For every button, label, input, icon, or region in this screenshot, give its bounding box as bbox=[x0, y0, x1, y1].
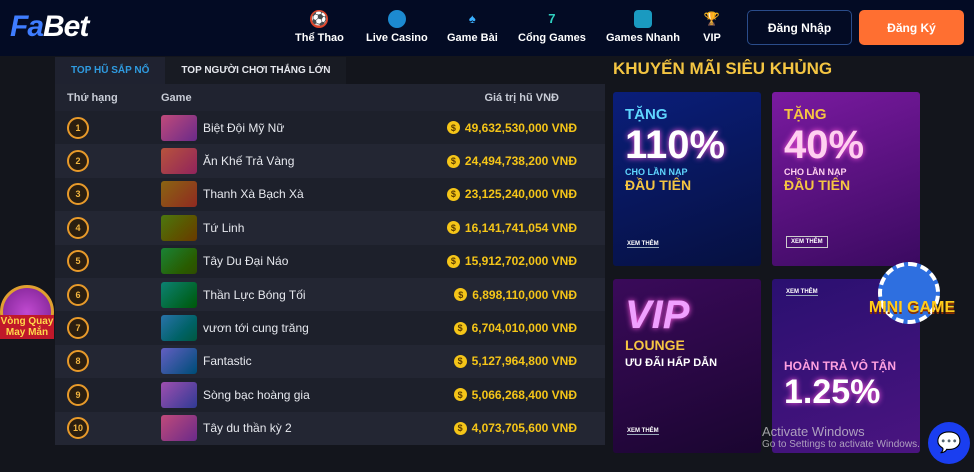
table-row[interactable]: 7 vươn tới cung trăng $6,704,010,000 VNĐ bbox=[55, 311, 605, 345]
jackpot-value: 5,066,268,400 VNĐ bbox=[471, 387, 577, 402]
nav-cong-games[interactable]: 7 Cổng Games bbox=[518, 11, 586, 44]
table-header: Thứ hạng Game Giá trị hũ VNĐ bbox=[55, 84, 605, 111]
rank-badge: 8 bbox=[67, 350, 89, 373]
jackpot-value: 15,912,702,000 VNĐ bbox=[464, 254, 577, 269]
coin-icon: $ bbox=[453, 388, 467, 402]
soccer-ball-icon: ⚽ bbox=[310, 10, 329, 28]
game-name[interactable]: Tây du thần kỳ 2 bbox=[203, 421, 292, 436]
game-thumbnail[interactable] bbox=[161, 248, 197, 275]
game-thumbnail[interactable] bbox=[161, 415, 197, 442]
tab-top-nguoi-choi[interactable]: TOP NGƯỜI CHƠI THẮNG LỚN bbox=[165, 57, 347, 84]
rank-badge: 9 bbox=[67, 383, 89, 406]
coin-icon: $ bbox=[453, 354, 467, 368]
game-thumbnail[interactable] bbox=[161, 148, 197, 175]
table-row[interactable]: 2 Ăn Khế Trả Vàng $24,494,738,200 VNĐ bbox=[55, 144, 605, 178]
game-thumbnail[interactable] bbox=[161, 381, 197, 408]
minigame-widget[interactable]: MINI GAME bbox=[868, 262, 956, 340]
jackpot-value: 6,898,110,000 VNĐ bbox=[472, 287, 577, 302]
game-name[interactable]: Sòng bạc hoàng gia bbox=[203, 387, 310, 402]
promo-title: KHUYẾN MÃI SIÊU KHỦNG bbox=[613, 59, 833, 78]
game-name[interactable]: Fantastic bbox=[203, 354, 252, 369]
game-name[interactable]: Thanh Xà Bạch Xà bbox=[203, 187, 304, 202]
fabet-logo[interactable]: FaBet bbox=[10, 10, 89, 43]
lucky-wheel-widget[interactable]: Vòng Quay May Mắn bbox=[0, 285, 54, 353]
table-row[interactable]: 6 Thần Lực Bóng Tối $6,898,110,000 VNĐ bbox=[55, 277, 605, 312]
jackpot-value: 24,494,738,200 VNĐ bbox=[464, 154, 577, 169]
game-name[interactable]: Biệt Đội Mỹ Nữ bbox=[203, 120, 285, 135]
promo-card-vip[interactable]: VIP LOUNGE ƯU ĐÃI HẤP DẪN XEM THÊM bbox=[613, 279, 761, 453]
rank-badge: 1 bbox=[67, 116, 89, 139]
rank-badge: 6 bbox=[67, 283, 89, 306]
promo-card-40[interactable]: TẶNG 40% CHO LẦN NẠP ĐẦU TIÊN XEM THÊM bbox=[772, 92, 920, 266]
coin-icon: $ bbox=[446, 187, 460, 201]
rank-badge: 10 bbox=[67, 417, 89, 440]
table-row[interactable]: 10 Tây du thần kỳ 2 $4,073,705,600 VNĐ bbox=[55, 411, 605, 445]
login-button[interactable]: Đăng Nhập bbox=[747, 10, 852, 45]
table-row[interactable]: 8 Fantastic $5,127,964,800 VNĐ bbox=[55, 344, 605, 379]
coin-icon: $ bbox=[453, 421, 467, 435]
rank-badge: 4 bbox=[67, 216, 89, 239]
rank-badge: 3 bbox=[67, 183, 89, 206]
coin-icon: $ bbox=[446, 121, 460, 135]
nav-games-nhanh[interactable]: Games Nhanh bbox=[606, 10, 680, 44]
see-more-link[interactable]: XEM THÊM bbox=[627, 428, 659, 435]
game-thumbnail[interactable] bbox=[161, 114, 197, 141]
nav-live-casino[interactable]: Live Casino bbox=[366, 10, 428, 44]
table-row[interactable]: 3 Thanh Xà Bạch Xà $23,125,240,000 VNĐ bbox=[55, 177, 605, 212]
register-button[interactable]: Đăng Ký bbox=[859, 10, 964, 45]
coin-icon: $ bbox=[453, 321, 467, 335]
game-name[interactable]: Tứ Linh bbox=[203, 220, 245, 235]
game-thumbnail[interactable] bbox=[161, 281, 197, 308]
trophy-icon: 🏆 bbox=[703, 11, 721, 26]
jackpot-panel: TOP HŨ SẮP NỔ TOP NGƯỜI CHƠI THẮNG LỚN T… bbox=[55, 57, 605, 445]
rank-badge: 7 bbox=[67, 317, 89, 340]
see-more-link[interactable]: XEM THÊM bbox=[786, 289, 818, 296]
seven-icon: 7 bbox=[548, 11, 556, 26]
windows-watermark: Activate Windows Go to Settings to activa… bbox=[762, 424, 920, 450]
rank-badge: 5 bbox=[67, 250, 89, 273]
game-name[interactable]: vươn tới cung trăng bbox=[203, 321, 309, 336]
game-name[interactable]: Thần Lực Bóng Tối bbox=[203, 287, 306, 302]
coin-icon: $ bbox=[446, 154, 460, 168]
shield-icon bbox=[387, 10, 406, 28]
table-row[interactable]: 4 Tứ Linh $16,141,741,054 VNĐ bbox=[55, 211, 605, 245]
see-more-link[interactable]: XEM THÊM bbox=[786, 236, 828, 248]
jackpot-value: 5,127,964,800 VNĐ bbox=[471, 354, 577, 369]
table-row[interactable]: 5 Tây Du Đại Náo $15,912,702,000 VNĐ bbox=[55, 244, 605, 278]
game-thumbnail[interactable] bbox=[161, 348, 197, 375]
coin-icon: $ bbox=[446, 254, 460, 268]
nav-vip[interactable]: 🏆 VIP bbox=[703, 11, 721, 44]
nav-game-bai[interactable]: ♠ Game Bài bbox=[447, 11, 498, 44]
game-name[interactable]: Tây Du Đại Náo bbox=[203, 254, 289, 269]
game-name[interactable]: Ăn Khế Trả Vàng bbox=[203, 154, 295, 169]
tab-top-hu[interactable]: TOP HŨ SẮP NỔ bbox=[55, 57, 166, 84]
jackpot-value: 23,125,240,000 VNĐ bbox=[464, 187, 577, 202]
game-thumbnail[interactable] bbox=[161, 315, 197, 342]
rank-badge: 2 bbox=[67, 150, 89, 173]
coin-icon: $ bbox=[446, 221, 460, 235]
jackpot-value: 4,073,705,600 VNĐ bbox=[471, 421, 577, 436]
jackpot-value: 16,141,741,054 VNĐ bbox=[464, 220, 577, 235]
spade-icon: ♠ bbox=[468, 11, 476, 26]
game-thumbnail[interactable] bbox=[161, 214, 197, 241]
game-thumbnail[interactable] bbox=[161, 181, 197, 208]
jackpot-value: 49,632,530,000 VNĐ bbox=[464, 120, 577, 135]
cube-icon bbox=[633, 10, 652, 28]
table-row[interactable]: 1 Biệt Đội Mỹ Nữ $49,632,530,000 VNĐ bbox=[55, 111, 605, 145]
chat-icon[interactable]: 💬 bbox=[928, 422, 970, 464]
coin-icon: $ bbox=[454, 288, 468, 302]
promo-card-110[interactable]: TẶNG 110% CHO LẦN NẠP ĐẦU TIÊN XEM THÊM bbox=[613, 92, 761, 266]
see-more-link[interactable]: XEM THÊM bbox=[627, 241, 659, 248]
jackpot-value: 6,704,010,000 VNĐ bbox=[471, 321, 577, 336]
nav-the-thao[interactable]: ⚽ Thể Thao bbox=[295, 10, 344, 44]
table-row[interactable]: 9 Sòng bạc hoàng gia $5,066,268,400 VNĐ bbox=[55, 378, 605, 412]
